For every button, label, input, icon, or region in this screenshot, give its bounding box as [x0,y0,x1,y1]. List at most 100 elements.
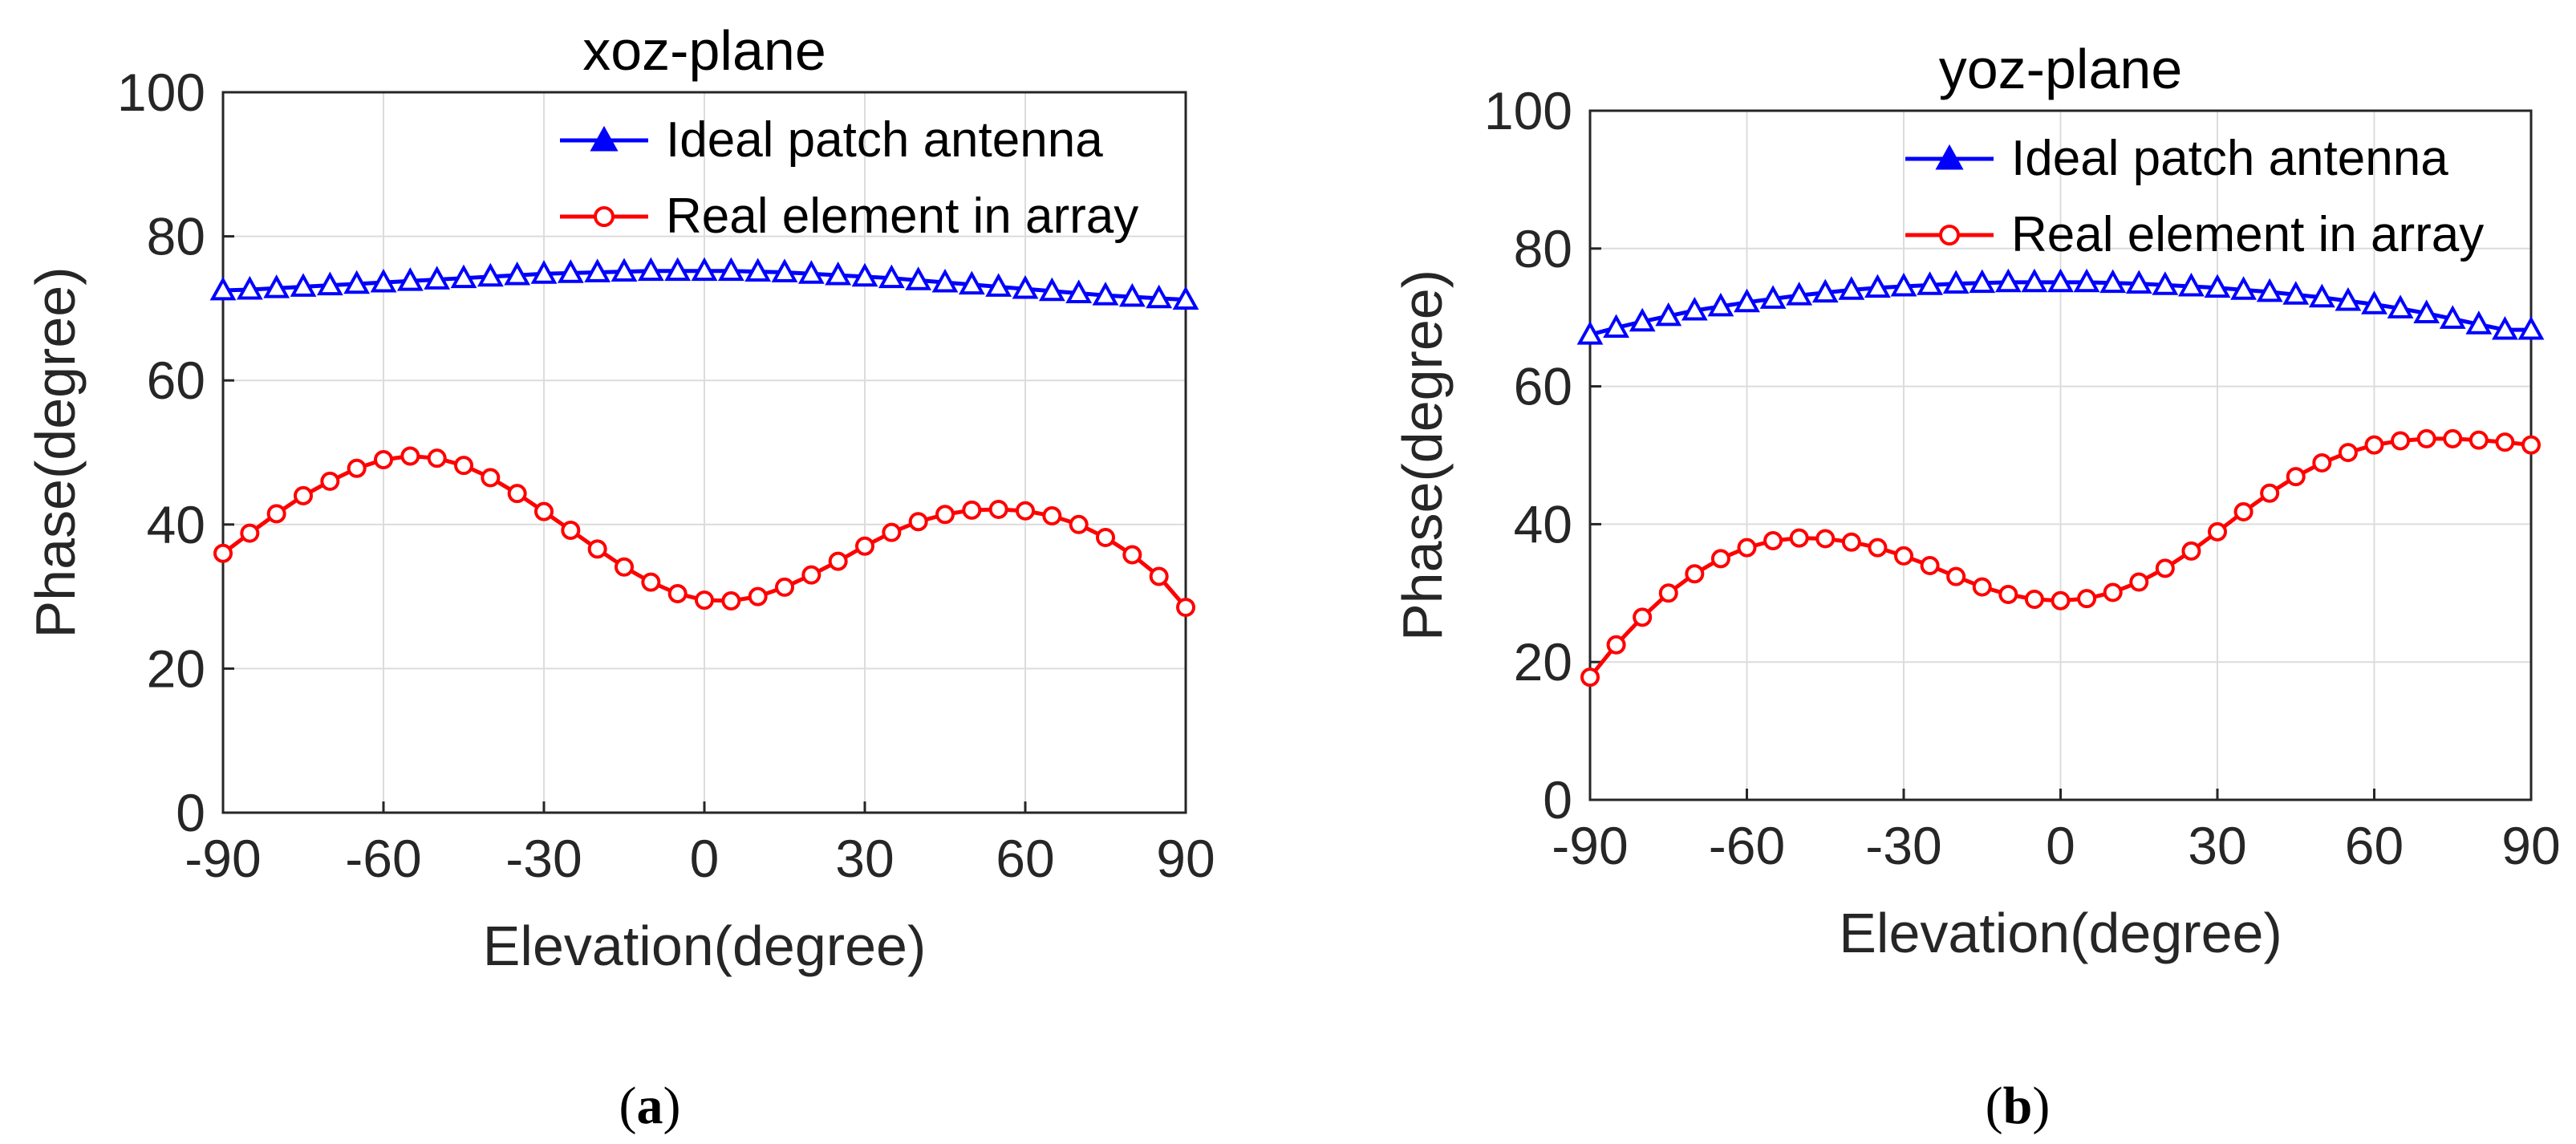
data-point-ideal-patch [797,260,825,284]
legend-marker-triangle-icon [590,125,619,152]
chart-panel-1: -90 -60 -30 0 30 60 90 0 20 40 60 80 100 xoz-plane Ele… [24,19,1215,1135]
data-point-ideal-patch [878,264,905,289]
legend-entry: Real element in array [560,189,1138,244]
y-tick-label: 100 [1484,81,1572,140]
data-point-real-element [1894,546,1913,566]
legend-entry: Real element in array [1905,207,2484,262]
data-point-ideal-patch [209,276,237,301]
data-point-ideal-patch [2387,294,2414,318]
y-tick-label: 80 [1514,219,1572,278]
data-point-ideal-patch [1864,274,1891,298]
data-point-real-element [427,448,447,469]
data-point-ideal-patch [1969,269,1996,294]
data-point-ideal-patch [2021,268,2048,293]
data-point-real-element [1633,607,1653,627]
data-point-ideal-patch [1655,302,1682,327]
data-point-ideal-patch [958,270,985,295]
x-tick-label: 30 [835,829,894,888]
data-point-ideal-patch [1603,314,1629,338]
data-point-ideal-patch [851,262,878,287]
data-point-ideal-patch [2282,281,2310,305]
data-point-ideal-patch [2413,299,2440,323]
data-point-real-element [1972,577,1992,597]
data-point-ideal-patch [2492,316,2518,340]
data-point-real-element [2129,572,2149,592]
caption-letter: a [637,1077,663,1135]
x-tick-label: 30 [2188,816,2246,875]
data-point-ideal-patch [771,258,798,282]
data-point-ideal-patch [450,264,477,289]
data-point-ideal-patch [931,268,959,293]
data-point-ideal-patch [2125,270,2152,294]
data-point-real-element [2391,431,2411,451]
data-point-ideal-patch [2256,278,2283,302]
data-point-ideal-patch [1994,268,2022,293]
data-point-ideal-patch [1759,285,1787,309]
data-point-real-element [1096,527,1115,547]
data-point-ideal-patch [1146,284,1173,309]
data-point-real-element [721,590,741,611]
y-tick-label: 60 [147,351,205,410]
chart-panel-2: -90 -60 -30 0 30 60 90 0 20 40 60 80 100 yoz-plane Ele… [1391,38,2561,1135]
x-tick-label: -90 [185,829,261,888]
data-point-real-element [988,499,1008,519]
data-point-ideal-patch [530,260,558,284]
data-point-real-element [1920,555,1940,575]
x-tick-label: 0 [2046,816,2075,875]
data-point-real-element [1737,538,1757,558]
data-point-ideal-patch [370,268,397,293]
y-axis-label: Phase(degree) [1391,270,1454,641]
data-point-ideal-patch [2308,283,2335,308]
panel-caption: (b) [1986,1077,2051,1135]
data-point-real-element [748,586,768,606]
legend-label: Real element in array [2011,207,2484,262]
data-point-ideal-patch [2099,269,2127,294]
data-point-real-element [2155,558,2175,578]
data-point-real-element [1685,564,1705,584]
data-point-real-element [2286,467,2306,487]
legend-entry: Ideal patch antenna [560,112,1103,168]
legend-label: Ideal patch antenna [666,112,1103,168]
x-tick-label: 90 [1156,829,1215,888]
data-point-ideal-patch [825,261,852,286]
legend-marker-circle-icon [594,206,615,227]
data-point-ideal-patch [2361,290,2387,314]
data-point-real-element [2233,501,2253,521]
data-point-ideal-patch [2073,268,2100,293]
data-point-ideal-patch [1734,288,1760,313]
caption-open-paren: ( [1986,1077,2003,1135]
data-point-real-element [695,590,714,611]
x-axis-label: Elevation(degree) [483,915,927,977]
data-point-ideal-patch [637,257,664,282]
data-point-ideal-patch [1890,272,1917,297]
legend-label: Real element in array [666,189,1138,244]
data-point-real-element [507,484,527,504]
data-point-real-element [1016,501,1035,521]
caption-close-paren: ) [2032,1077,2050,1135]
x-tick-label: -60 [345,829,421,888]
x-tick-label: -30 [505,829,582,888]
data-point-real-element [1042,506,1062,526]
data-point-ideal-patch [1786,282,1813,306]
data-point-ideal-patch [1065,279,1093,303]
data-point-ideal-patch [2230,276,2257,300]
data-point-real-element [1789,528,1809,548]
data-point-ideal-patch [1576,321,1604,345]
data-point-ideal-patch [2204,274,2231,298]
data-point-ideal-patch [1629,307,1656,332]
data-point-real-element [962,500,982,520]
data-point-ideal-patch [424,266,451,290]
data-point-ideal-patch [717,257,744,282]
caption-open-paren: ( [619,1077,637,1135]
data-point-real-element [641,572,661,592]
data-point-ideal-patch [611,258,638,282]
data-point-ideal-patch [2439,305,2466,329]
x-tick-label: 90 [2501,816,2560,875]
data-point-real-element [2364,435,2384,455]
y-tick-label: 100 [117,63,205,122]
data-point-real-element [2181,541,2201,561]
data-point-real-element [587,539,607,559]
data-point-real-element [667,584,688,604]
data-point-ideal-patch [1118,282,1146,307]
data-point-ideal-patch [1172,286,1199,310]
